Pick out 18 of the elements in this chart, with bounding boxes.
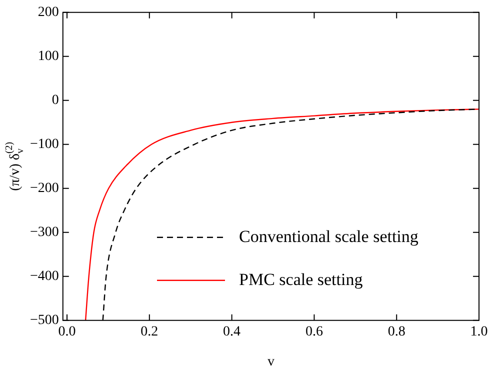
y-axis-title: (π/v) δv(2) — [4, 142, 26, 191]
x-tick-label: 0.2 — [140, 324, 158, 340]
x-tick-label: 0.8 — [388, 324, 406, 340]
x-tick-label: 0.6 — [305, 324, 323, 340]
legend-label: Conventional scale setting — [239, 226, 419, 246]
y-tick-label: −200 — [30, 181, 59, 196]
y-tick-label: 0 — [52, 93, 59, 108]
y-tick-label: −400 — [30, 269, 59, 284]
legend-label: PMC scale setting — [239, 270, 364, 289]
x-tick-label: 0.0 — [58, 324, 76, 340]
x-axis-title: v — [267, 354, 274, 370]
y-tick-label: −300 — [30, 225, 59, 240]
y-tick-label: 200 — [38, 5, 59, 20]
y-tick-label: 100 — [38, 49, 59, 64]
x-tick-label: 1.0 — [470, 324, 488, 340]
y-tick-label: −100 — [30, 137, 59, 152]
x-tick-label: 0.4 — [223, 324, 241, 340]
y-tick-label: −500 — [30, 313, 59, 328]
